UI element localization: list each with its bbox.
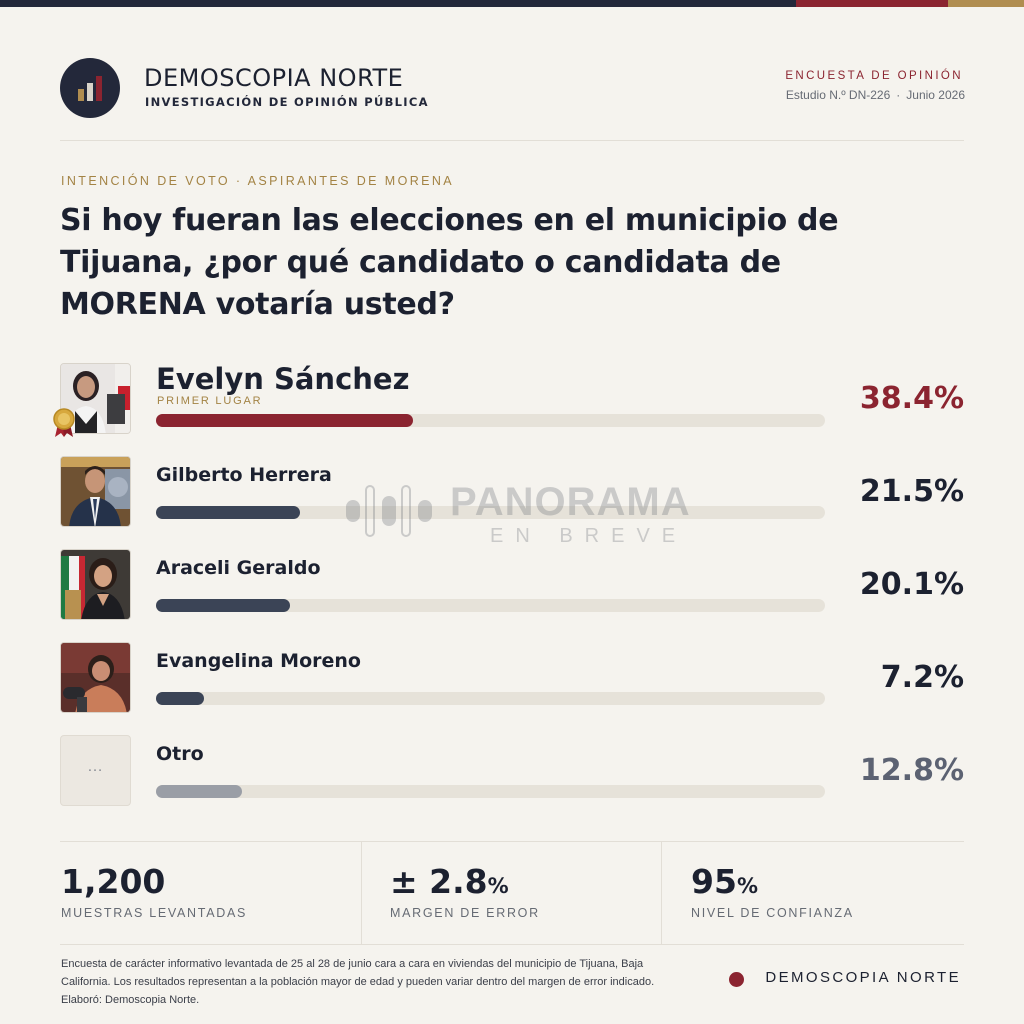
- candidate-photo: [60, 549, 131, 620]
- bar-fill: [156, 692, 205, 705]
- other-placeholder: …: [60, 735, 131, 806]
- stat-label: NIVEL DE CONFIANZA: [691, 906, 854, 920]
- candidate-name: Evangelina Moreno: [156, 650, 361, 672]
- bar-track: [156, 785, 825, 798]
- stat-label: MARGEN DE ERROR: [390, 906, 540, 920]
- candidate-photo: [60, 642, 131, 713]
- stat-margin: ± 2.8% MARGEN DE ERROR: [390, 842, 650, 944]
- meta-separator: ·: [896, 88, 901, 102]
- bar-fill: [156, 785, 242, 798]
- stat-value: 95%: [691, 862, 758, 901]
- medal-icon: [53, 408, 75, 437]
- survey-meta: Estudio N.º DN-226 · Junio 2026: [786, 88, 965, 102]
- footer-divider: [60, 944, 964, 945]
- candidate-row: … Otro 12.8%: [60, 735, 964, 807]
- survey-kind: ENCUESTA DE OPINIÓN: [785, 70, 963, 82]
- candidate-photo: [60, 456, 131, 527]
- candidate-name: Gilberto Herrera: [156, 464, 332, 486]
- bar-fill: [156, 599, 291, 612]
- accent-segment-red: [796, 0, 948, 7]
- bar-track: [156, 414, 825, 427]
- value-label: 20.1%: [859, 567, 964, 602]
- candidate-name: Otro: [156, 743, 204, 765]
- footer-brand: DEMOSCOPIA NORTE: [765, 969, 961, 986]
- accent-segment-gold: [948, 0, 1024, 7]
- brand-subtitle: INVESTIGACIÓN DE OPINIÓN PÚBLICA: [145, 95, 429, 109]
- candidate-name: Evelyn Sánchez: [156, 362, 410, 396]
- section-kicker: INTENCIÓN DE VOTO · ASPIRANTES DE MORENA: [61, 174, 455, 188]
- stat-value: ± 2.8%: [390, 862, 509, 901]
- bar-track: [156, 599, 825, 612]
- survey-date: Junio 2026: [906, 88, 965, 102]
- stats-divider-top: [60, 841, 964, 842]
- watermark: PANORAMA EN BREVE: [344, 480, 694, 550]
- watermark-subtitle: EN BREVE: [490, 525, 688, 547]
- candidate-name: Araceli Geraldo: [156, 557, 321, 579]
- bar-track: [156, 692, 825, 705]
- value-label: 7.2%: [880, 660, 964, 695]
- watermark-title: PANORAMA: [450, 480, 691, 524]
- stat-value: 1,200: [61, 862, 166, 901]
- top-accent-bar: [0, 0, 1024, 7]
- study-number: Estudio N.º DN-226: [785, 88, 891, 102]
- stat-label: MUESTRAS LEVANTADAS: [61, 906, 248, 920]
- accent-segment-navy: [0, 0, 796, 7]
- stat-divider: [361, 842, 362, 944]
- footer-dot-icon: [729, 972, 744, 987]
- candidate-row: Evangelina Moreno 7.2%: [60, 642, 964, 714]
- candidate-row: Gilberto Herrera 21.5%: [60, 456, 964, 528]
- stat-sample: 1,200 MUESTRAS LEVANTADAS: [61, 842, 351, 944]
- survey-question: Si hoy fueran las elecciones en el munic…: [60, 203, 839, 322]
- candidate-row: Araceli Geraldo 20.1%: [60, 549, 964, 621]
- candidate-row: Evelyn Sánchez PRIMER LUGAR 38.4%: [53, 362, 964, 437]
- ellipsis-icon: …: [87, 757, 104, 775]
- brand-name: DEMOSCOPIA NORTE: [144, 64, 404, 92]
- header-divider: [60, 140, 964, 141]
- stat-divider: [661, 842, 662, 944]
- methodology-footnote: Encuesta de carácter informativo levanta…: [61, 958, 655, 1006]
- stat-confidence: 95% NIVEL DE CONFIANZA: [691, 842, 961, 944]
- leader-tag: PRIMER LUGAR: [157, 395, 263, 407]
- value-label: 12.8%: [859, 753, 964, 788]
- value-label: 38.4%: [859, 381, 964, 416]
- value-label: 21.5%: [859, 474, 964, 509]
- watermark-logo-icon: [346, 485, 432, 537]
- bar-track: [156, 506, 825, 519]
- brand-logo-icon: [60, 58, 120, 118]
- bar-fill: [156, 506, 300, 519]
- bar-fill: [156, 414, 413, 427]
